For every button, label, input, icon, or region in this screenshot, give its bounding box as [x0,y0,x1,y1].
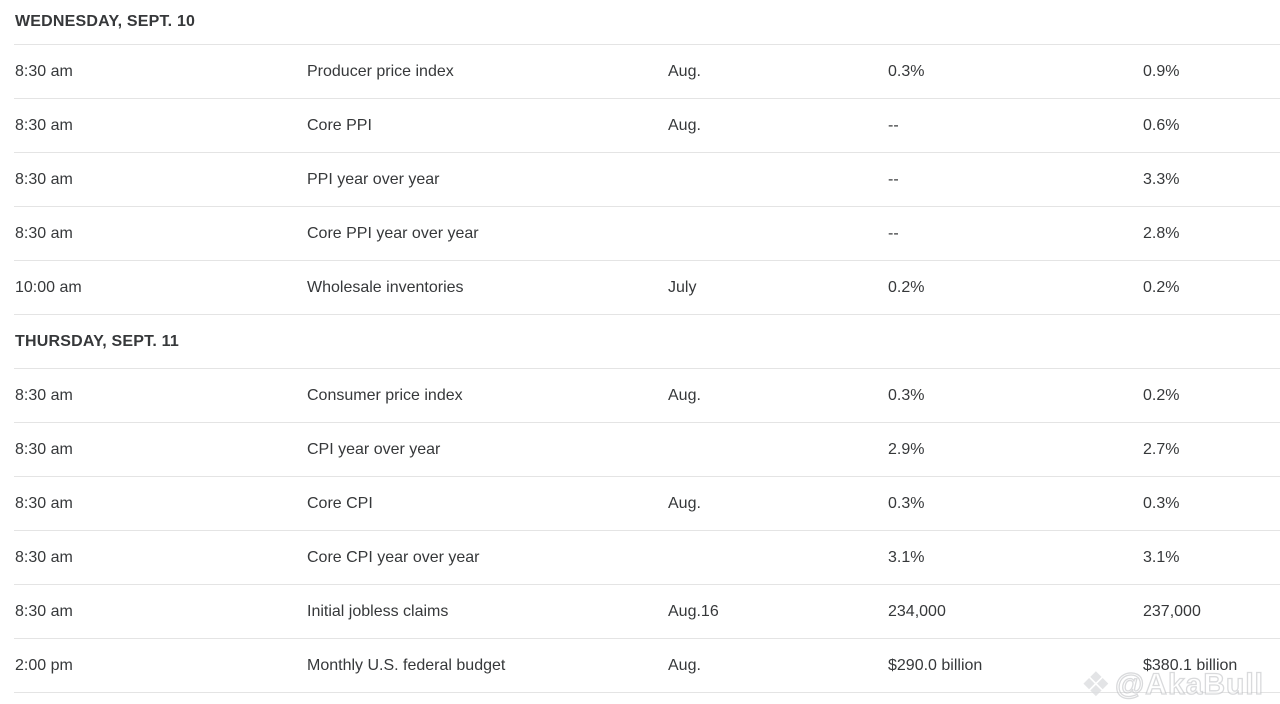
period-cell: Aug. [668,494,701,512]
previous-cell: 0.2% [1143,386,1180,404]
report-cell: Producer price index [307,62,454,80]
calendar-day-section: THURSDAY, SEPT. 11 8:30 am Consumer pric… [14,315,1280,693]
period-cell: Aug. [668,656,701,674]
time-cell: 10:00 am [15,278,82,296]
report-cell: Initial jobless claims [307,602,449,620]
table-row: 2:00 pm Monthly U.S. federal budget Aug.… [14,639,1280,693]
forecast-cell: -- [888,170,899,188]
forecast-cell: -- [888,116,899,134]
forecast-cell: 0.3% [888,62,925,80]
economic-calendar: WEDNESDAY, SEPT. 10 8:30 am Producer pri… [14,0,1280,693]
time-cell: 8:30 am [15,170,73,188]
previous-cell: 237,000 [1143,602,1201,620]
previous-cell: 0.6% [1143,116,1180,134]
time-cell: 8:30 am [15,440,73,458]
day-header-label: WEDNESDAY, SEPT. 10 [15,13,196,30]
report-cell: Monthly U.S. federal budget [307,656,506,674]
forecast-cell: 0.3% [888,494,925,512]
previous-cell: 3.1% [1143,548,1180,566]
table-row: 8:30 am Consumer price index Aug. 0.3% 0… [14,369,1280,423]
report-cell: Core PPI [307,116,372,134]
time-cell: 8:30 am [15,548,73,566]
calendar-day-section: WEDNESDAY, SEPT. 10 8:30 am Producer pri… [14,0,1280,315]
report-cell: Consumer price index [307,386,463,404]
time-cell: 8:30 am [15,116,73,134]
report-cell: Core CPI [307,494,373,512]
table-row: 8:30 am PPI year over year -- 3.3% [14,153,1280,207]
table-row: 8:30 am Initial jobless claims Aug.16 23… [14,585,1280,639]
forecast-cell: 0.3% [888,386,925,404]
table-row: 8:30 am Core CPI year over year 3.1% 3.1… [14,531,1280,585]
forecast-cell: 234,000 [888,602,946,620]
period-cell: Aug. [668,386,701,404]
report-cell: Core CPI year over year [307,548,480,566]
period-cell: July [668,278,697,296]
report-cell: Wholesale inventories [307,278,464,296]
time-cell: 8:30 am [15,602,73,620]
forecast-cell: -- [888,224,899,242]
time-cell: 8:30 am [15,62,73,80]
previous-cell: 2.7% [1143,440,1180,458]
report-cell: CPI year over year [307,440,441,458]
previous-cell: 3.3% [1143,170,1180,188]
table-row: 8:30 am Producer price index Aug. 0.3% 0… [14,45,1280,99]
forecast-cell: $290.0 billion [888,656,983,674]
time-cell: 8:30 am [15,494,73,512]
report-cell: PPI year over year [307,170,440,188]
day-header-row: WEDNESDAY, SEPT. 10 [14,0,1280,45]
previous-cell: 0.3% [1143,494,1180,512]
time-cell: 2:00 pm [15,656,73,674]
previous-cell: 2.8% [1143,224,1180,242]
day-header-label: THURSDAY, SEPT. 11 [15,332,179,350]
forecast-cell: 3.1% [888,548,925,566]
period-cell: Aug. [668,62,701,80]
table-row: 8:30 am Core PPI year over year -- 2.8% [14,207,1280,261]
table-row: 10:00 am Wholesale inventories July 0.2%… [14,261,1280,315]
period-cell: Aug. [668,116,701,134]
previous-cell: 0.2% [1143,278,1180,296]
table-row: 8:30 am Core CPI Aug. 0.3% 0.3% [14,477,1280,531]
forecast-cell: 0.2% [888,278,925,296]
day-header-row: THURSDAY, SEPT. 11 [14,315,1280,369]
previous-cell: $380.1 billion [1143,656,1238,674]
time-cell: 8:30 am [15,386,73,404]
table-row: 8:30 am CPI year over year 2.9% 2.7% [14,423,1280,477]
time-cell: 8:30 am [15,224,73,242]
period-cell: Aug.16 [668,602,719,620]
forecast-cell: 2.9% [888,440,925,458]
table-row: 8:30 am Core PPI Aug. -- 0.6% [14,99,1280,153]
previous-cell: 0.9% [1143,62,1180,80]
report-cell: Core PPI year over year [307,224,479,242]
